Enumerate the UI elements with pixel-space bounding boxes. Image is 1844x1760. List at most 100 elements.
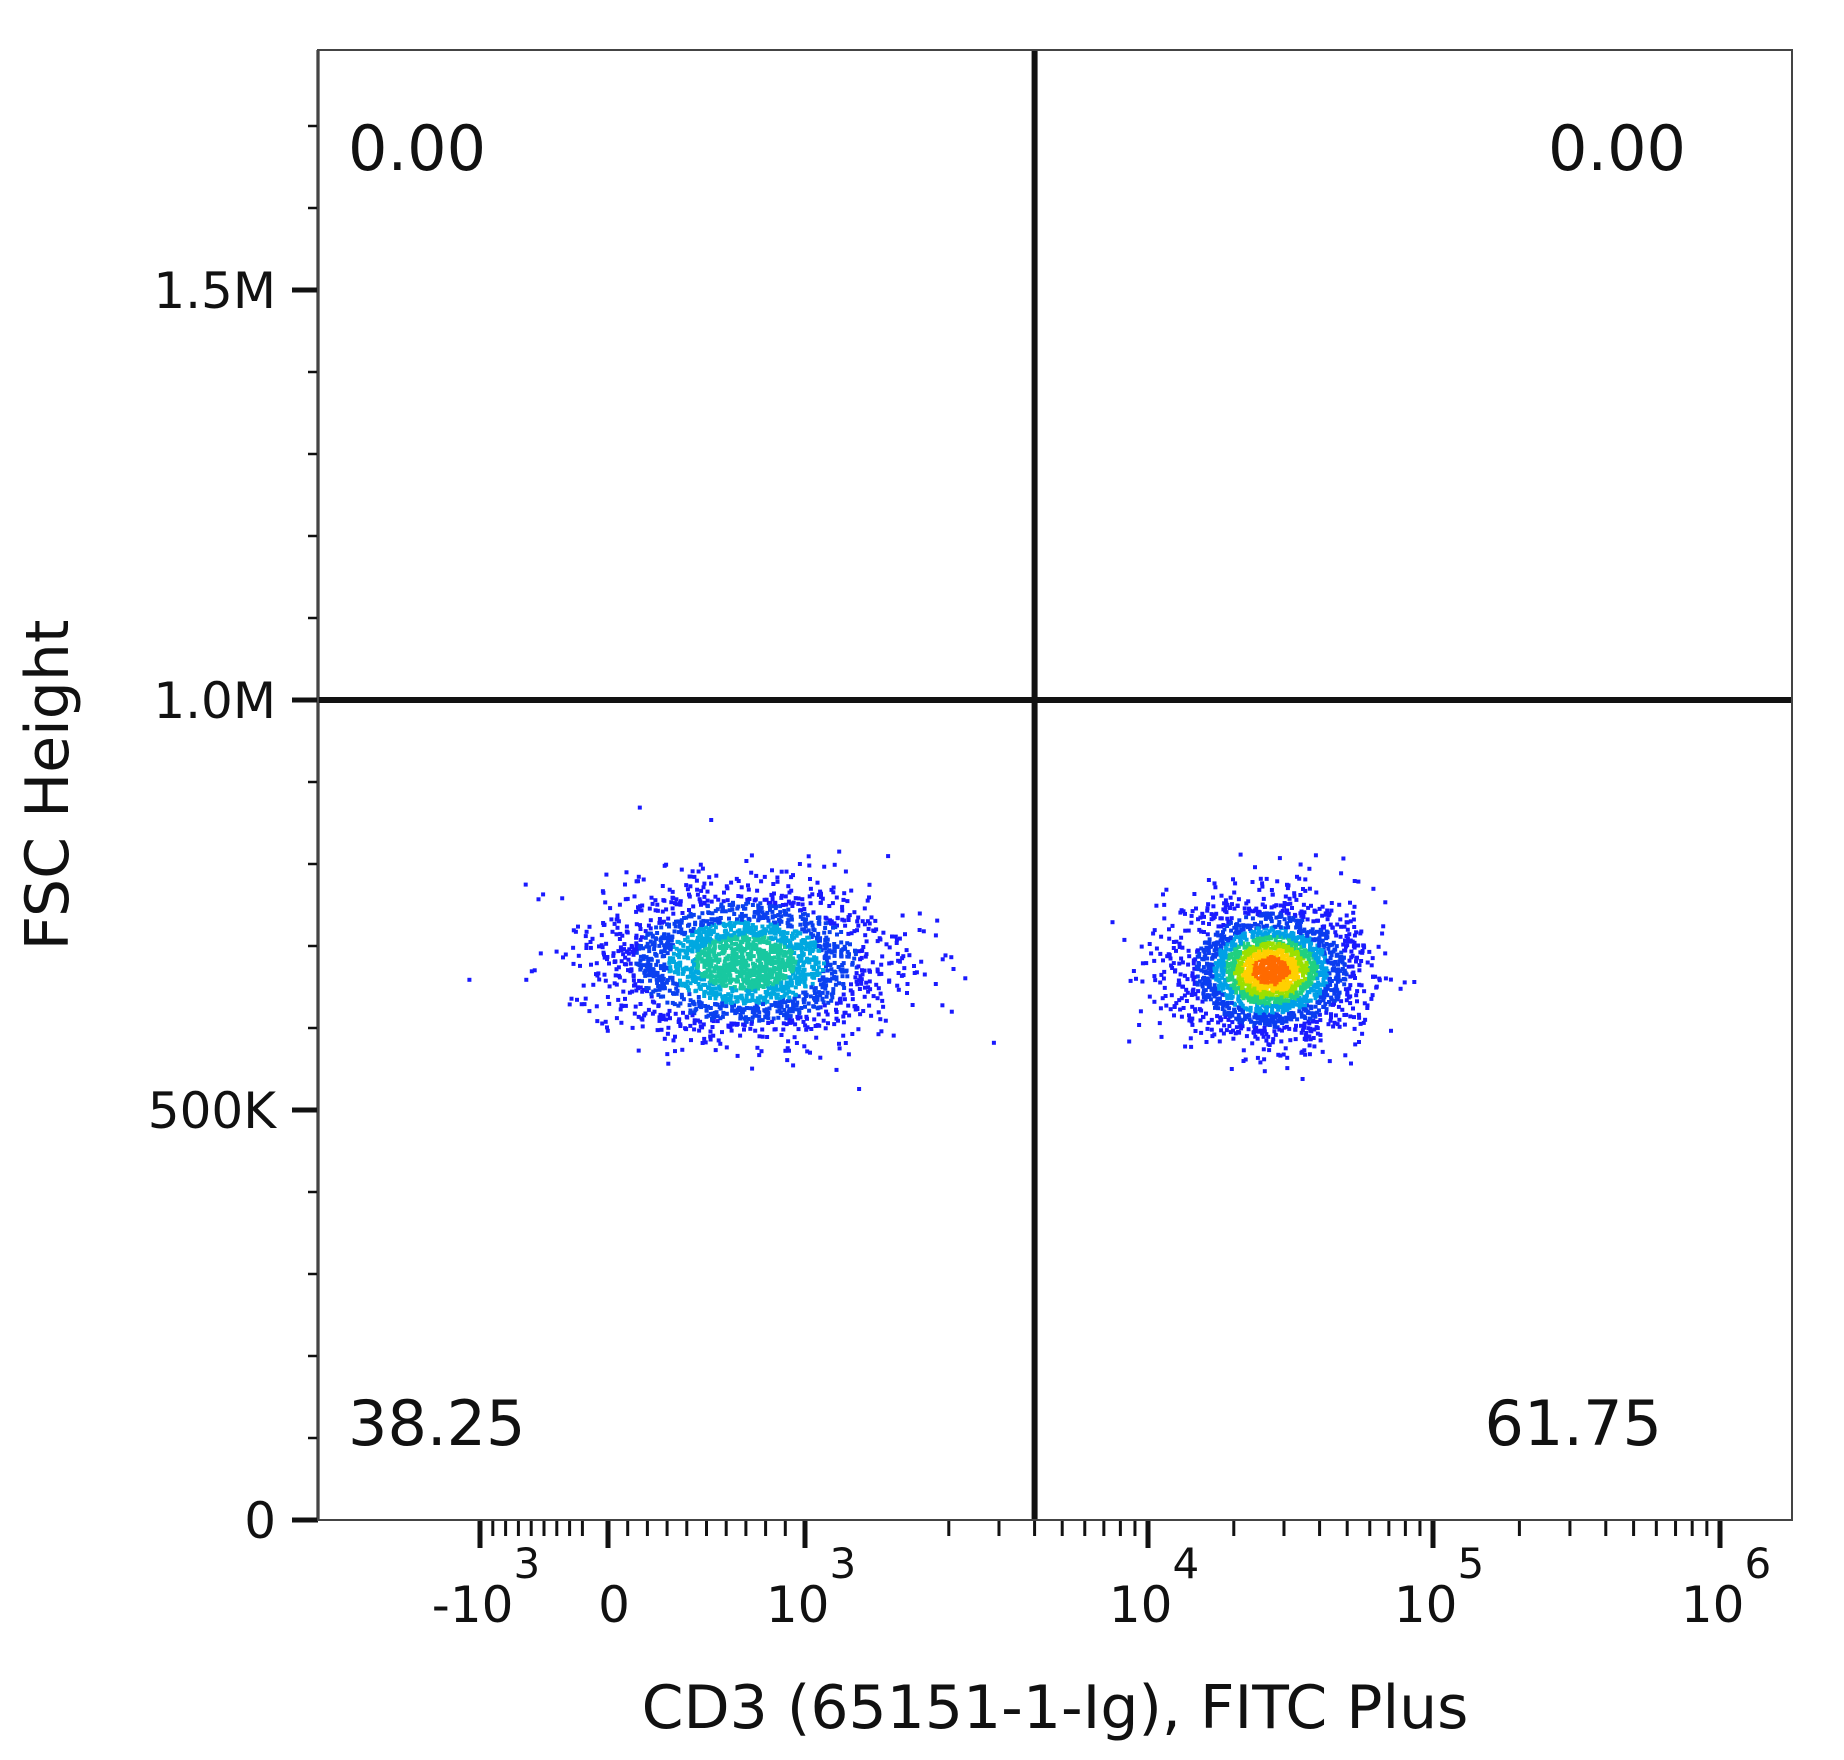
- event-dot: [1222, 901, 1227, 906]
- event-dot: [760, 910, 765, 915]
- event-dot: [775, 879, 780, 884]
- event-dot: [832, 921, 837, 926]
- event-dot: [775, 967, 780, 972]
- event-dot: [818, 982, 823, 987]
- event-dot: [1324, 936, 1329, 941]
- event-dot: [832, 953, 837, 958]
- event-dot: [1262, 947, 1267, 952]
- event-dot: [1300, 918, 1305, 923]
- event-dot: [751, 969, 756, 973]
- event-dot: [773, 914, 777, 919]
- event-dot: [736, 920, 740, 925]
- event-dot: [1222, 955, 1227, 960]
- event-dot: [1254, 1009, 1259, 1014]
- event-dot: [1261, 924, 1266, 929]
- event-dot: [1140, 961, 1145, 966]
- event-dot: [709, 818, 714, 822]
- event-dot: [1307, 1034, 1312, 1039]
- event-dot: [783, 912, 788, 917]
- event-dot: [1243, 910, 1248, 915]
- event-dot: [1122, 937, 1127, 942]
- event-dot: [1231, 1036, 1236, 1041]
- event-dot: [702, 1036, 707, 1041]
- event-dot: [1312, 1027, 1317, 1032]
- event-dot: [1230, 987, 1235, 992]
- event-dot: [1309, 1006, 1314, 1011]
- event-dot: [905, 991, 909, 995]
- event-dot: [768, 961, 773, 965]
- event-dot: [781, 1027, 786, 1032]
- event-dot: [1279, 961, 1284, 966]
- event-dot: [814, 1000, 819, 1005]
- event-dot: [1220, 992, 1225, 997]
- event-dot: [1348, 1014, 1353, 1019]
- event-dot: [782, 976, 786, 981]
- event-dot: [739, 912, 744, 916]
- event-dot: [655, 902, 660, 907]
- event-dot: [597, 944, 601, 949]
- event-dot: [801, 1000, 806, 1005]
- event-dot: [1226, 1017, 1231, 1022]
- event-dot: [1281, 1052, 1286, 1057]
- event-dot: [605, 1028, 610, 1033]
- event-dot: [607, 1001, 612, 1006]
- event-dot: [536, 897, 541, 902]
- event-dot: [807, 894, 812, 899]
- event-dot: [695, 958, 700, 963]
- event-dot: [1286, 883, 1291, 888]
- event-dot: [832, 949, 837, 954]
- event-dot: [571, 928, 576, 933]
- event-dot: [1237, 985, 1242, 990]
- event-dot: [1152, 928, 1157, 933]
- event-dot: [868, 969, 872, 974]
- event-dot: [724, 1045, 729, 1050]
- event-dot: [671, 896, 676, 901]
- event-dot: [1157, 1021, 1162, 1026]
- event-dot: [1330, 925, 1335, 930]
- event-dot: [1383, 976, 1388, 981]
- event-dot: [690, 959, 695, 964]
- event-dot: [810, 923, 815, 928]
- event-dot: [1236, 897, 1241, 902]
- event-dot: [681, 997, 686, 1002]
- event-dot: [1352, 1015, 1356, 1020]
- event-dot: [1285, 990, 1290, 995]
- event-dot: [1225, 970, 1230, 974]
- event-dot: [760, 1018, 765, 1023]
- event-dot: [1295, 923, 1299, 927]
- event-dot: [1190, 989, 1195, 994]
- event-dot: [798, 979, 803, 984]
- event-dot: [705, 889, 710, 894]
- event-dot: [777, 917, 781, 922]
- event-dot: [830, 901, 835, 906]
- event-dot: [823, 986, 828, 991]
- event-dot: [740, 914, 745, 919]
- event-dot: [782, 1012, 787, 1017]
- event-dot: [1242, 992, 1247, 997]
- event-dot: [741, 919, 746, 924]
- event-dot: [1289, 944, 1294, 949]
- event-dot: [1110, 920, 1115, 925]
- event-dot: [614, 1016, 619, 1021]
- event-dot: [1245, 925, 1250, 930]
- event-dot: [1206, 966, 1211, 971]
- event-dot: [779, 895, 784, 900]
- event-dot: [713, 986, 718, 991]
- event-dot: [1225, 916, 1230, 921]
- event-dot: [1264, 967, 1269, 972]
- event-dot: [1307, 990, 1312, 995]
- event-dot: [1279, 914, 1284, 919]
- event-dot: [690, 949, 695, 954]
- event-dot: [611, 953, 616, 958]
- event-dot: [796, 901, 801, 906]
- event-dot: [806, 928, 811, 933]
- event-dot: [673, 964, 678, 969]
- event-dot: [587, 1009, 592, 1014]
- event-dot: [1343, 948, 1348, 953]
- event-dot: [1266, 1034, 1271, 1039]
- event-dot: [720, 1030, 724, 1035]
- event-dot: [746, 929, 750, 934]
- event-dot: [839, 930, 844, 934]
- event-dot: [1307, 866, 1312, 871]
- event-dot: [912, 964, 916, 968]
